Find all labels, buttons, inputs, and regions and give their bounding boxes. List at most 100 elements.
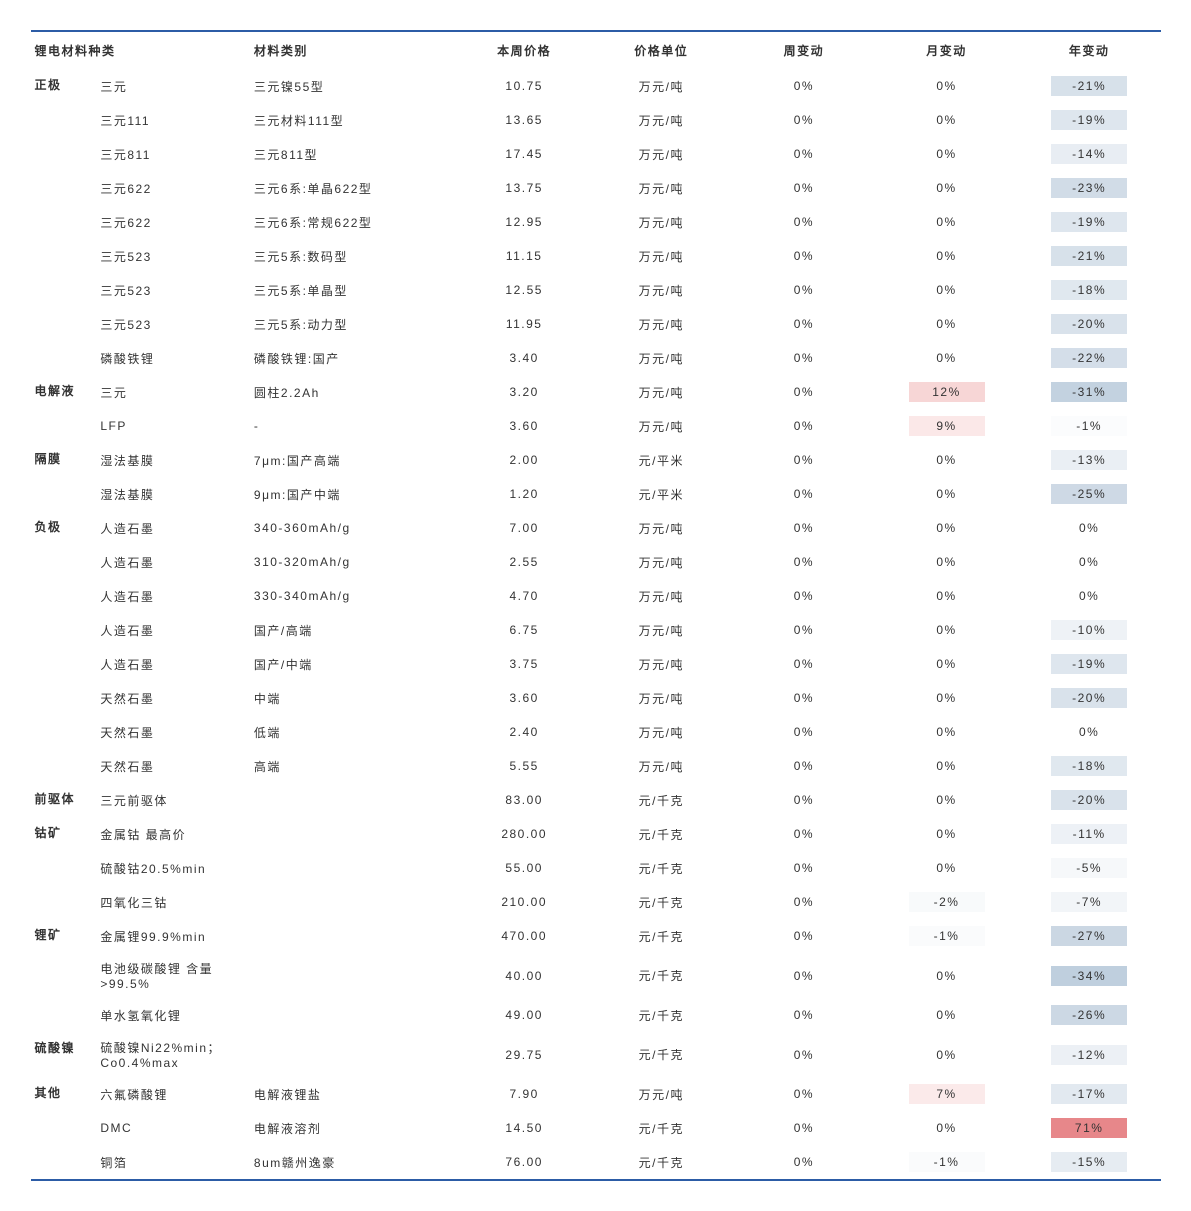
- table-body: 正极三元三元镍55型10.75万元/吨0%0%-21%三元111三元材料111型…: [31, 69, 1161, 1179]
- subcategory-cell: 金属锂99.9%min: [96, 919, 250, 953]
- subcategory-cell: 人造石墨: [96, 545, 250, 579]
- category-cell: [31, 477, 97, 511]
- spec-cell: [250, 851, 458, 885]
- subcategory-cell: 电池级碳酸锂 含量>99.5%: [96, 953, 250, 998]
- year-change-cell: -34%: [1018, 953, 1161, 998]
- week-change-cell: 0%: [733, 69, 876, 103]
- unit-cell: 万元/吨: [590, 375, 733, 409]
- spec-cell: 340-360mAh/g: [250, 511, 458, 545]
- week-change-cell: 0%: [733, 851, 876, 885]
- unit-cell: 元/平米: [590, 477, 733, 511]
- unit-cell: 万元/吨: [590, 239, 733, 273]
- table-row: 单水氢氧化锂49.00元/千克0%0%-26%: [31, 998, 1161, 1032]
- month-change-cell: -2%: [875, 885, 1018, 919]
- unit-cell: 万元/吨: [590, 647, 733, 681]
- month-change-cell: 0%: [875, 953, 1018, 998]
- spec-cell: 三元6系:单晶622型: [250, 171, 458, 205]
- month-change-cell: 0%: [875, 273, 1018, 307]
- week-change-cell: 0%: [733, 783, 876, 817]
- table-row: 三元523三元5系:数码型11.15万元/吨0%0%-21%: [31, 239, 1161, 273]
- month-change-cell: 0%: [875, 851, 1018, 885]
- year-change-cell: -31%: [1018, 375, 1161, 409]
- year-change-cell: -27%: [1018, 919, 1161, 953]
- year-change-cell: -17%: [1018, 1077, 1161, 1111]
- spec-cell: 国产/中端: [250, 647, 458, 681]
- price-cell: 13.65: [458, 103, 590, 137]
- subcategory-cell: 人造石墨: [96, 579, 250, 613]
- subcategory-cell: 六氟磷酸锂: [96, 1077, 250, 1111]
- week-change-cell: 0%: [733, 341, 876, 375]
- month-change-cell: 0%: [875, 171, 1018, 205]
- month-change-cell: 0%: [875, 715, 1018, 749]
- unit-cell: 万元/吨: [590, 273, 733, 307]
- year-change-cell: -20%: [1018, 681, 1161, 715]
- spec-cell: 三元6系:常规622型: [250, 205, 458, 239]
- category-cell: [31, 953, 97, 998]
- price-cell: 13.75: [458, 171, 590, 205]
- month-change-cell: -1%: [875, 919, 1018, 953]
- header-year-change: 年变动: [1018, 32, 1161, 69]
- year-change-cell: -21%: [1018, 69, 1161, 103]
- table-row: 电池级碳酸锂 含量>99.5%40.00元/千克0%0%-34%: [31, 953, 1161, 998]
- year-change-cell: 0%: [1018, 545, 1161, 579]
- week-change-cell: 0%: [733, 239, 876, 273]
- table-header: 锂电材料种类 材料类别 本周价格 价格单位 周变动 月变动 年变动: [31, 32, 1161, 69]
- week-change-cell: 0%: [733, 1145, 876, 1179]
- month-change-cell: 0%: [875, 307, 1018, 341]
- year-change-cell: -19%: [1018, 205, 1161, 239]
- week-change-cell: 0%: [733, 171, 876, 205]
- page-container: 锂电材料种类 材料类别 本周价格 价格单位 周变动 月变动 年变动 正极三元三元…: [31, 30, 1161, 1181]
- year-change-cell: -18%: [1018, 749, 1161, 783]
- table-row: 天然石墨中端3.60万元/吨0%0%-20%: [31, 681, 1161, 715]
- spec-cell: [250, 1032, 458, 1077]
- materials-table: 锂电材料种类 材料类别 本周价格 价格单位 周变动 月变动 年变动 正极三元三元…: [31, 32, 1161, 1179]
- unit-cell: 元/千克: [590, 885, 733, 919]
- table-row: 三元523三元5系:单晶型12.55万元/吨0%0%-18%: [31, 273, 1161, 307]
- spec-cell: 三元材料111型: [250, 103, 458, 137]
- year-change-cell: 0%: [1018, 579, 1161, 613]
- spec-cell: [250, 998, 458, 1032]
- subcategory-cell: 铜箔: [96, 1145, 250, 1179]
- month-change-cell: 0%: [875, 579, 1018, 613]
- unit-cell: 万元/吨: [590, 69, 733, 103]
- category-cell: [31, 205, 97, 239]
- week-change-cell: 0%: [733, 545, 876, 579]
- unit-cell: 万元/吨: [590, 749, 733, 783]
- subcategory-cell: 三元523: [96, 273, 250, 307]
- header-unit: 价格单位: [590, 32, 733, 69]
- price-cell: 14.50: [458, 1111, 590, 1145]
- week-change-cell: 0%: [733, 681, 876, 715]
- table-row: 钴矿金属钴 最高价280.00元/千克0%0%-11%: [31, 817, 1161, 851]
- month-change-cell: 0%: [875, 749, 1018, 783]
- price-cell: 470.00: [458, 919, 590, 953]
- unit-cell: 元/千克: [590, 1145, 733, 1179]
- week-change-cell: 0%: [733, 1111, 876, 1145]
- year-change-cell: -11%: [1018, 817, 1161, 851]
- week-change-cell: 0%: [733, 511, 876, 545]
- price-cell: 49.00: [458, 998, 590, 1032]
- price-cell: 12.55: [458, 273, 590, 307]
- category-cell: [31, 998, 97, 1032]
- year-change-cell: 0%: [1018, 511, 1161, 545]
- table-row: 其他六氟磷酸锂电解液锂盐7.90万元/吨0%7%-17%: [31, 1077, 1161, 1111]
- year-change-cell: -26%: [1018, 998, 1161, 1032]
- subcategory-cell: 三元811: [96, 137, 250, 171]
- category-cell: [31, 171, 97, 205]
- year-change-cell: -12%: [1018, 1032, 1161, 1077]
- unit-cell: 万元/吨: [590, 545, 733, 579]
- week-change-cell: 0%: [733, 103, 876, 137]
- subcategory-cell: 天然石墨: [96, 715, 250, 749]
- month-change-cell: 0%: [875, 443, 1018, 477]
- price-cell: 10.75: [458, 69, 590, 103]
- subcategory-cell: 人造石墨: [96, 613, 250, 647]
- header-week-change: 周变动: [733, 32, 876, 69]
- unit-cell: 元/千克: [590, 851, 733, 885]
- price-cell: 17.45: [458, 137, 590, 171]
- table-row: 硫酸钴20.5%min55.00元/千克0%0%-5%: [31, 851, 1161, 885]
- price-cell: 3.60: [458, 409, 590, 443]
- subcategory-cell: 人造石墨: [96, 647, 250, 681]
- month-change-cell: 9%: [875, 409, 1018, 443]
- table-row: 人造石墨330-340mAh/g4.70万元/吨0%0%0%: [31, 579, 1161, 613]
- month-change-cell: 0%: [875, 477, 1018, 511]
- month-change-cell: 0%: [875, 817, 1018, 851]
